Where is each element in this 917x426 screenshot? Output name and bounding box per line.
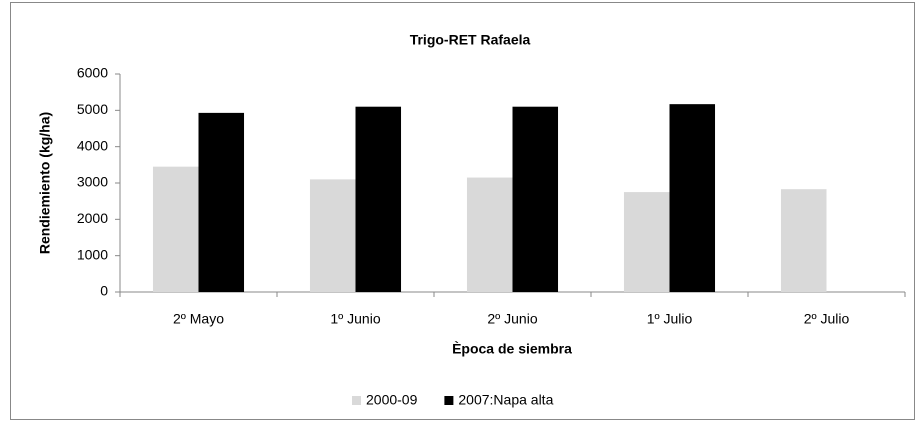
legend-swatch xyxy=(444,396,454,405)
bar xyxy=(669,104,716,292)
x-axis-title: Època de siembra xyxy=(452,341,572,357)
x-tick-label: 2º Mayo xyxy=(173,311,224,327)
bar xyxy=(355,106,402,292)
y-tick-label: 6000 xyxy=(77,65,108,81)
y-tick-label: 0 xyxy=(100,283,108,299)
chart-frame xyxy=(10,2,915,420)
y-tick-label: 1000 xyxy=(77,246,108,262)
bar xyxy=(780,189,827,292)
bar xyxy=(152,166,199,292)
x-tick-label: 2º Junio xyxy=(487,311,537,327)
bar xyxy=(198,112,245,292)
y-tick-label: 4000 xyxy=(77,137,108,153)
bar xyxy=(623,192,670,292)
y-tick-label: 3000 xyxy=(77,174,108,190)
bar xyxy=(466,177,513,292)
x-tick-label: 1º Julio xyxy=(647,311,693,327)
bar xyxy=(309,179,356,292)
y-tick-label: 5000 xyxy=(77,101,108,117)
legend-label: 2000-09 xyxy=(366,392,418,408)
legend-label: 2007:Napa alta xyxy=(458,392,553,408)
legend-swatch xyxy=(352,396,361,405)
bar xyxy=(512,106,559,292)
x-tick-label: 2º Julio xyxy=(804,311,850,327)
chart-title: Trigo-RET Rafaela xyxy=(410,32,531,48)
x-tick-label: 1º Junio xyxy=(330,311,380,327)
y-tick-label: 2000 xyxy=(77,210,108,226)
y-axis-title: Rendiemiento (kg/ha) xyxy=(37,112,53,254)
